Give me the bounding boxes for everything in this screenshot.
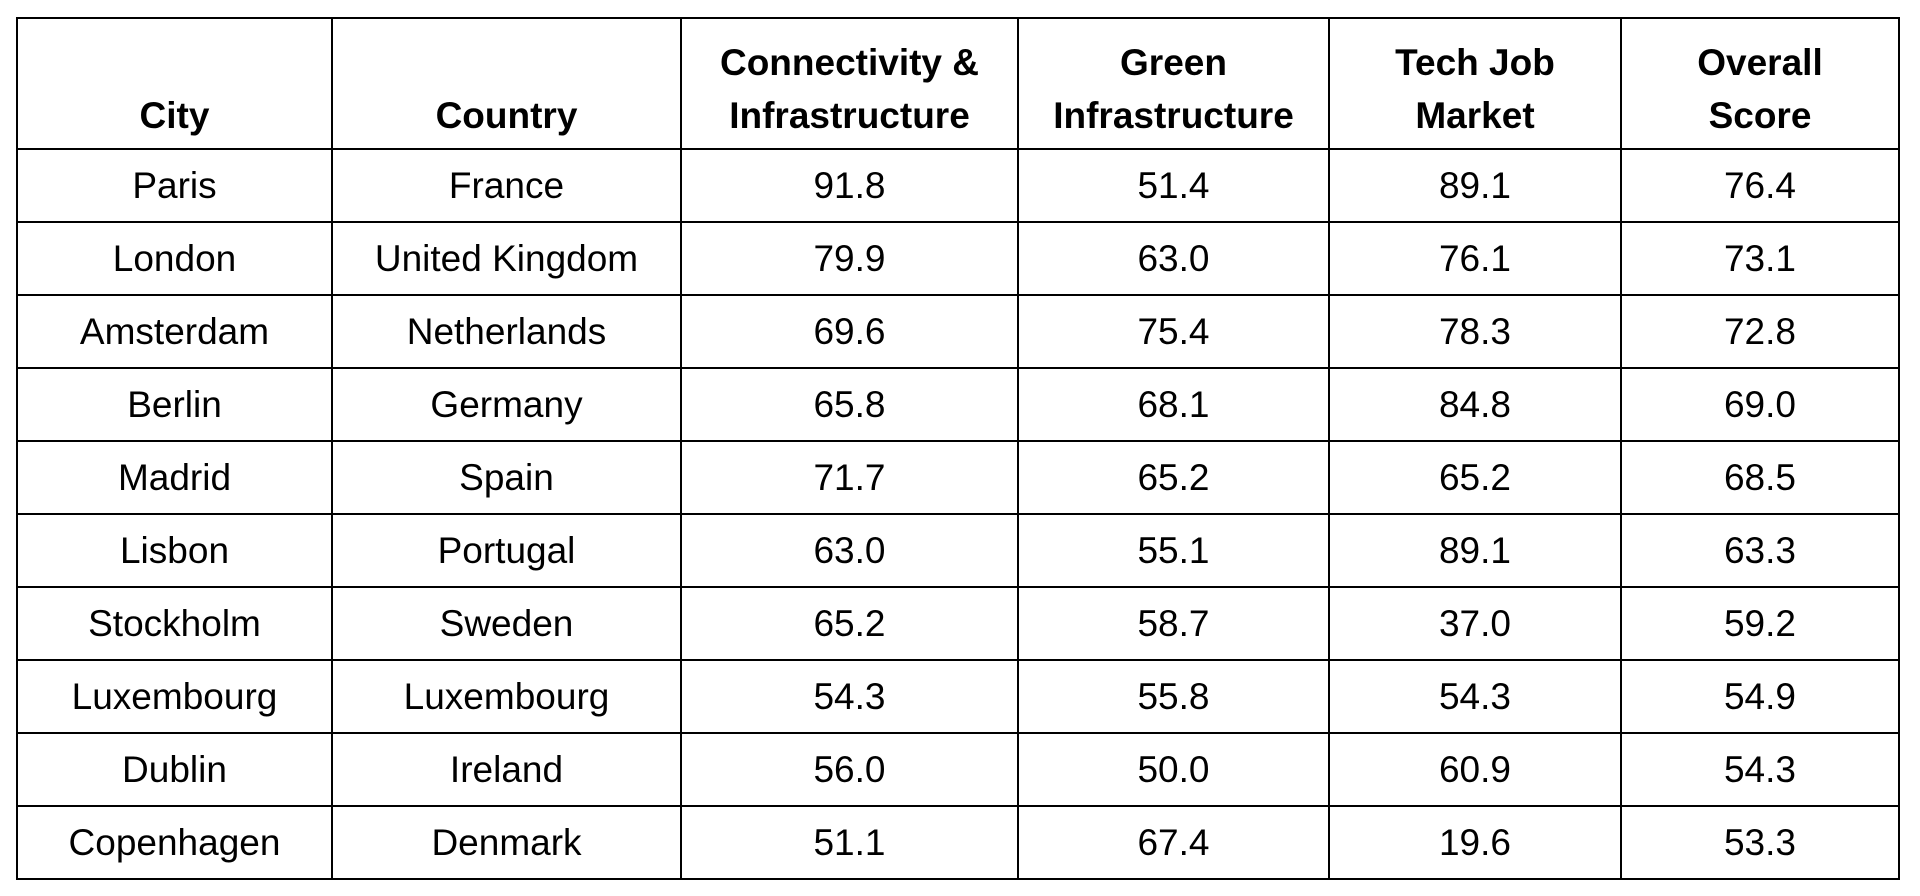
table-row: Amsterdam Netherlands 69.6 75.4 78.3 72.… <box>16 294 1900 369</box>
table-row: Luxembourg Luxembourg 54.3 55.8 54.3 54.… <box>16 659 1900 734</box>
cell-tech-job-market: 54.3 <box>1328 659 1622 734</box>
cell-overall-score: 72.8 <box>1620 294 1900 369</box>
header-line: Market <box>1415 95 1535 136</box>
column-header-overall-score: Overall Score <box>1620 17 1900 150</box>
table-row: Lisbon Portugal 63.0 55.1 89.1 63.3 <box>16 513 1900 588</box>
cell-connectivity: 69.6 <box>680 294 1019 369</box>
cell-connectivity: 71.7 <box>680 440 1019 515</box>
header-line: Country <box>435 95 578 136</box>
cell-country: Denmark <box>331 805 682 880</box>
header-line: Tech Job <box>1395 42 1555 83</box>
cell-city: Stockholm <box>16 586 333 661</box>
cell-green-infrastructure: 55.1 <box>1017 513 1330 588</box>
header-line: City <box>139 95 210 136</box>
cell-tech-job-market: 89.1 <box>1328 148 1622 223</box>
table-row: Stockholm Sweden 65.2 58.7 37.0 59.2 <box>16 586 1900 661</box>
cell-green-infrastructure: 65.2 <box>1017 440 1330 515</box>
cell-overall-score: 53.3 <box>1620 805 1900 880</box>
cell-connectivity: 79.9 <box>680 221 1019 296</box>
cell-tech-job-market: 89.1 <box>1328 513 1622 588</box>
table-row: Paris France 91.8 51.4 89.1 76.4 <box>16 148 1900 223</box>
cell-city: Copenhagen <box>16 805 333 880</box>
cell-green-infrastructure: 75.4 <box>1017 294 1330 369</box>
cell-country: Germany <box>331 367 682 442</box>
header-line: Score <box>1708 95 1812 136</box>
cell-country: France <box>331 148 682 223</box>
city-scores-table: City Country Connectivity & Infrastructu… <box>16 17 1900 880</box>
cell-connectivity: 56.0 <box>680 732 1019 807</box>
cell-city: Dublin <box>16 732 333 807</box>
column-header-green-infrastructure: Green Infrastructure <box>1017 17 1330 150</box>
cell-country: Ireland <box>331 732 682 807</box>
cell-tech-job-market: 60.9 <box>1328 732 1622 807</box>
cell-connectivity: 51.1 <box>680 805 1019 880</box>
cell-green-infrastructure: 67.4 <box>1017 805 1330 880</box>
column-header-connectivity: Connectivity & Infrastructure <box>680 17 1019 150</box>
cell-city: Berlin <box>16 367 333 442</box>
cell-country: Netherlands <box>331 294 682 369</box>
cell-city: Lisbon <box>16 513 333 588</box>
cell-city: London <box>16 221 333 296</box>
cell-overall-score: 54.9 <box>1620 659 1900 734</box>
cell-connectivity: 65.2 <box>680 586 1019 661</box>
cell-country: Sweden <box>331 586 682 661</box>
table-row: Copenhagen Denmark 51.1 67.4 19.6 53.3 <box>16 805 1900 880</box>
table-row: London United Kingdom 79.9 63.0 76.1 73.… <box>16 221 1900 296</box>
header-line: Infrastructure <box>729 95 970 136</box>
cell-connectivity: 91.8 <box>680 148 1019 223</box>
cell-green-infrastructure: 58.7 <box>1017 586 1330 661</box>
cell-overall-score: 76.4 <box>1620 148 1900 223</box>
cell-country: Spain <box>331 440 682 515</box>
table-row: Dublin Ireland 56.0 50.0 60.9 54.3 <box>16 732 1900 807</box>
cell-connectivity: 65.8 <box>680 367 1019 442</box>
cell-connectivity: 63.0 <box>680 513 1019 588</box>
cell-country: Portugal <box>331 513 682 588</box>
column-header-city: City <box>16 17 333 150</box>
cell-overall-score: 69.0 <box>1620 367 1900 442</box>
cell-tech-job-market: 19.6 <box>1328 805 1622 880</box>
cell-overall-score: 59.2 <box>1620 586 1900 661</box>
table-row: Madrid Spain 71.7 65.2 65.2 68.5 <box>16 440 1900 515</box>
cell-overall-score: 68.5 <box>1620 440 1900 515</box>
cell-green-infrastructure: 68.1 <box>1017 367 1330 442</box>
cell-overall-score: 63.3 <box>1620 513 1900 588</box>
cell-city: Paris <box>16 148 333 223</box>
column-header-country: Country <box>331 17 682 150</box>
cell-city: Luxembourg <box>16 659 333 734</box>
table-row: Berlin Germany 65.8 68.1 84.8 69.0 <box>16 367 1900 442</box>
cell-city: Madrid <box>16 440 333 515</box>
cell-green-infrastructure: 63.0 <box>1017 221 1330 296</box>
header-line: Overall <box>1697 42 1823 83</box>
cell-tech-job-market: 37.0 <box>1328 586 1622 661</box>
cell-tech-job-market: 65.2 <box>1328 440 1622 515</box>
cell-green-infrastructure: 50.0 <box>1017 732 1330 807</box>
cell-green-infrastructure: 55.8 <box>1017 659 1330 734</box>
header-line: Green <box>1120 42 1227 83</box>
cell-green-infrastructure: 51.4 <box>1017 148 1330 223</box>
cell-overall-score: 54.3 <box>1620 732 1900 807</box>
cell-country: Luxembourg <box>331 659 682 734</box>
header-row: City Country Connectivity & Infrastructu… <box>16 17 1900 150</box>
cell-connectivity: 54.3 <box>680 659 1019 734</box>
header-line: Infrastructure <box>1053 95 1294 136</box>
cell-city: Amsterdam <box>16 294 333 369</box>
cell-tech-job-market: 78.3 <box>1328 294 1622 369</box>
cell-tech-job-market: 84.8 <box>1328 367 1622 442</box>
header-line: Connectivity & <box>719 42 980 83</box>
cell-overall-score: 73.1 <box>1620 221 1900 296</box>
cell-tech-job-market: 76.1 <box>1328 221 1622 296</box>
cell-country: United Kingdom <box>331 221 682 296</box>
column-header-tech-job-market: Tech Job Market <box>1328 17 1622 150</box>
